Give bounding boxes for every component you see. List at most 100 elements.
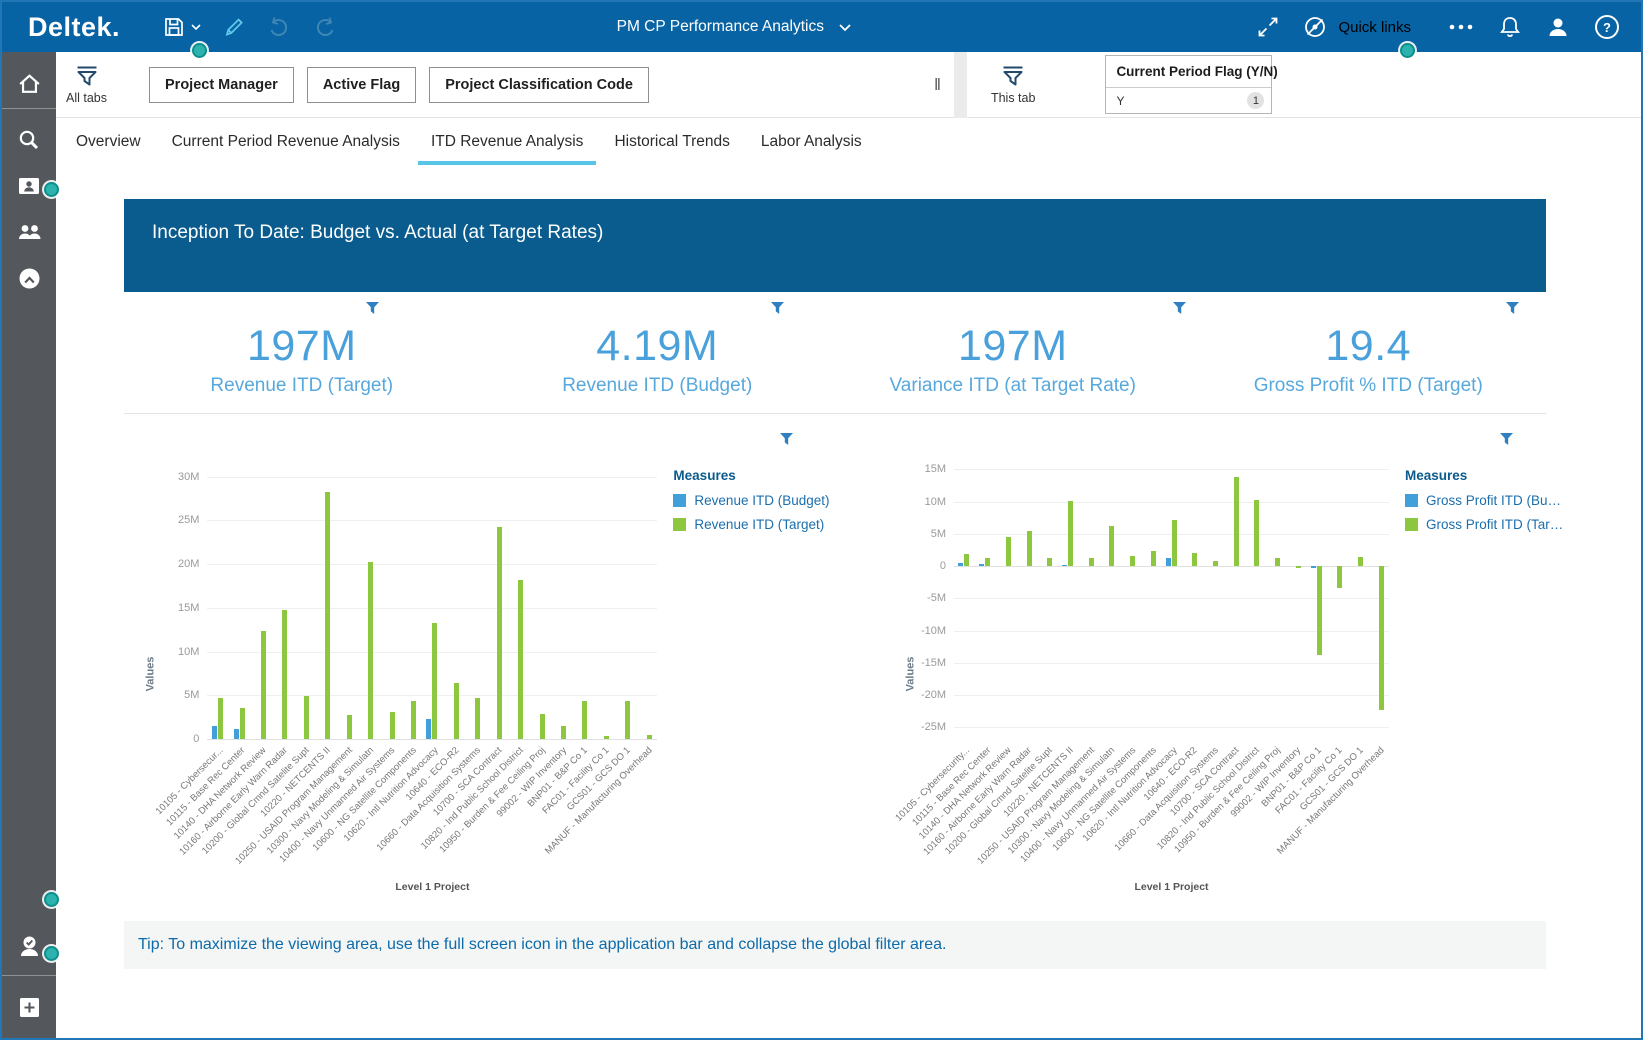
- svg-text:?: ?: [1603, 20, 1611, 35]
- this-tab-filter[interactable]: This tab: [991, 64, 1035, 105]
- deltek-logo: Deltek.: [28, 11, 121, 42]
- filter-button-project-classification-code[interactable]: Project Classification Code: [429, 66, 649, 103]
- filter-funnel-icon: [365, 302, 379, 314]
- current-period-flag-filter[interactable]: Current Period Flag (Y/N) Y 1: [1105, 55, 1278, 114]
- edit-pencil-button[interactable]: [216, 9, 252, 45]
- tab-itd-revenue-analysis[interactable]: ITD Revenue Analysis: [417, 119, 596, 165]
- bar-gross-profit-itd-tar: [1047, 558, 1053, 567]
- y-tick-label: -10M: [920, 624, 946, 637]
- kpi-row: 197M Revenue ITD (Target) 4.19M Revenue ITD…: [124, 296, 1546, 397]
- history-clock-icon: [19, 268, 39, 288]
- title-chevron-icon[interactable]: [838, 23, 852, 32]
- kpi-card-variance-itd-at-target-rate: 197M Variance ITD (at Target Rate): [835, 296, 1191, 397]
- section-banner-title: Inception To Date: Budget vs. Actual (at…: [152, 222, 604, 243]
- kpi-filter-button[interactable]: [365, 301, 380, 320]
- y-tick-label: -20M: [920, 689, 946, 702]
- add-plus-icon: [19, 997, 39, 1017]
- y-tick-label: 0: [193, 733, 200, 745]
- y-axis-title-text: Values: [144, 656, 157, 691]
- legend-title: Measures: [1405, 468, 1468, 483]
- sidebar-item-home[interactable]: [2, 60, 56, 106]
- tab-overview[interactable]: Overview: [76, 119, 141, 165]
- gridline: [954, 469, 1389, 471]
- more-options-button[interactable]: [1441, 9, 1481, 45]
- coach-mark-dot[interactable]: [1400, 43, 1415, 58]
- gridline: [954, 598, 1389, 600]
- bar-revenue-itd-target: [560, 725, 566, 739]
- toolbar-grip-handle[interactable]: ‖: [933, 74, 942, 94]
- bar-revenue-itd-target: [303, 696, 309, 739]
- sidebar-item-approvals[interactable]: [2, 923, 56, 969]
- quick-links-button[interactable]: Quick links: [1296, 9, 1417, 45]
- filter-button-active-flag[interactable]: Active Flag: [306, 66, 417, 103]
- sidebar-item-search[interactable]: [2, 117, 56, 163]
- kpi-filter-button[interactable]: [1505, 301, 1520, 320]
- tab-historical-trends[interactable]: Historical Trends: [614, 119, 729, 165]
- plot-canvas: [207, 454, 658, 740]
- more-ellipsis-icon: [1449, 24, 1473, 30]
- help-button[interactable]: ?: [1587, 9, 1627, 45]
- application-bar: Deltek.: [2, 2, 1641, 52]
- current-period-flag-value: Y: [1116, 93, 1125, 108]
- coach-mark-dot[interactable]: [192, 43, 207, 58]
- bar-revenue-itd-target: [325, 492, 331, 739]
- bar-revenue-itd-target: [368, 562, 374, 739]
- notifications-button[interactable]: [1491, 9, 1529, 45]
- sidebar-item-contacts[interactable]: [2, 209, 56, 255]
- bar-revenue-itd-target: [625, 700, 631, 739]
- plot-area: 10105 - Cybersecurity... 10115 - Base Rec…: [894, 454, 1389, 893]
- gridline: [207, 520, 658, 522]
- tip-text: Tip: To maximize the viewing area, use t…: [138, 936, 947, 953]
- legend-item-gross-profit-itd-tar: Gross Profit ITD (Tar…: [1405, 517, 1563, 532]
- approval-user-check-icon: [20, 936, 38, 956]
- chart-filter-button[interactable]: [1499, 432, 1514, 451]
- gridline: [207, 564, 658, 566]
- tab-labor-analysis[interactable]: Labor Analysis: [761, 119, 862, 165]
- this-tab-label: This tab: [990, 91, 1036, 105]
- coach-mark-dot[interactable]: [44, 892, 59, 907]
- sidebar-item-history[interactable]: [2, 255, 56, 301]
- redo-button[interactable]: [306, 9, 344, 45]
- kpi-filter-button[interactable]: [770, 301, 785, 320]
- bar-gross-profit-itd-tar: [1357, 557, 1363, 567]
- tab-current-period-revenue-analysis[interactable]: Current Period Revenue Analysis: [172, 119, 400, 165]
- search-icon: [19, 130, 39, 150]
- filter-button-project-manager[interactable]: Project Manager: [149, 66, 294, 103]
- sidebar-item-projects[interactable]: [2, 163, 56, 209]
- bar-gross-profit-itd-tar: [1150, 551, 1156, 567]
- bar-revenue-itd-target: [410, 700, 416, 739]
- chart-filter-button[interactable]: [779, 432, 794, 451]
- coach-mark-dot[interactable]: [44, 946, 59, 961]
- gridline: [207, 739, 658, 740]
- bar-revenue-itd-target: [646, 734, 652, 739]
- save-button[interactable]: [156, 9, 208, 45]
- bar-revenue-itd-target: [346, 715, 352, 739]
- filter-funnel-icon: [1506, 302, 1519, 314]
- kpi-divider: [124, 413, 1546, 414]
- kpi-card-revenue-itd-budget: 4.19M Revenue ITD (Budget): [480, 296, 836, 397]
- dashboard-content: Inception To Date: Budget vs. Actual (at…: [124, 166, 1563, 1038]
- chart-legend: Measures Gross Profit ITD (Bu… Gross Profi…: [1405, 454, 1563, 893]
- bar-revenue-itd-target: [218, 697, 224, 739]
- save-icon: [165, 18, 183, 36]
- bar-gross-profit-itd-bu: [1061, 564, 1067, 567]
- undo-button[interactable]: [260, 9, 298, 45]
- global-filter-bar: All tabs Project Manager Active Flag Proje…: [56, 51, 1641, 118]
- user-profile-button[interactable]: [1539, 9, 1577, 45]
- legend-swatch: [1405, 494, 1418, 507]
- section-banner: Inception To Date: Budget vs. Actual (at…: [124, 199, 1546, 292]
- chart-revenue-itd: Values 30M 25M 20M 15M 10M 5M 0 10105 - Cybersec…: [124, 428, 854, 893]
- coach-mark-dot[interactable]: [44, 182, 59, 197]
- filter-count-badge: 1: [1247, 92, 1265, 109]
- sidebar-item-add[interactable]: [2, 984, 56, 1030]
- chart-header: [902, 428, 1550, 454]
- save-chevron-icon: [191, 24, 201, 31]
- fullscreen-button[interactable]: [1250, 9, 1286, 45]
- left-navigation-rail: [2, 52, 56, 1038]
- y-tick-label: 5M: [184, 689, 200, 702]
- quick-links-icon: [1305, 17, 1326, 37]
- bar-gross-profit-itd-tar: [1337, 566, 1343, 589]
- kpi-filter-button[interactable]: [1172, 301, 1187, 320]
- y-tick-label: -25M: [920, 721, 946, 734]
- all-tabs-filter[interactable]: All tabs: [66, 64, 107, 105]
